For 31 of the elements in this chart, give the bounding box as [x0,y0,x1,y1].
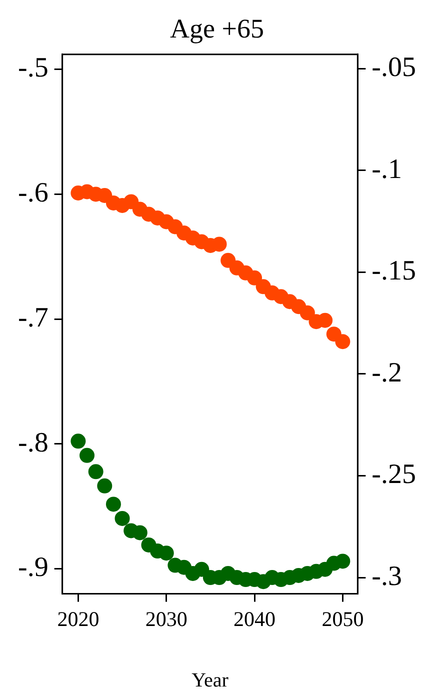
y2-tick-label: -.25 [372,459,416,490]
point [212,236,227,252]
point [80,448,95,463]
point [132,525,148,540]
x-tick-label: 2020 [57,606,100,631]
chart-title: Age +65 [170,13,264,44]
y2-tick-label: -.1 [372,154,402,185]
point [335,334,350,350]
point [114,510,130,526]
y-tick-label: -.8 [18,427,48,458]
point [300,305,315,320]
x-tick-label: 2030 [145,606,188,631]
y2-tick-label: -.3 [372,560,402,592]
point [106,496,121,512]
x-axis-title: Year [192,669,229,692]
point [158,546,174,561]
x-tick-label: 2040 [234,606,276,631]
y2-tick-label: -.05 [372,52,416,84]
y2-tick-label: -.2 [372,357,402,388]
y2-tick-label: -.15 [372,256,416,287]
y-tick-label: -.5 [18,52,48,84]
y-tick-label: -.9 [18,552,48,584]
point [335,554,350,569]
point [70,434,86,449]
x-tick-label: 2050 [322,606,364,631]
point [247,270,262,286]
y-tick-label: -.7 [18,302,48,334]
point [318,312,333,328]
y-tick-label: -.6 [18,178,48,209]
point [88,464,104,480]
point [97,478,112,494]
